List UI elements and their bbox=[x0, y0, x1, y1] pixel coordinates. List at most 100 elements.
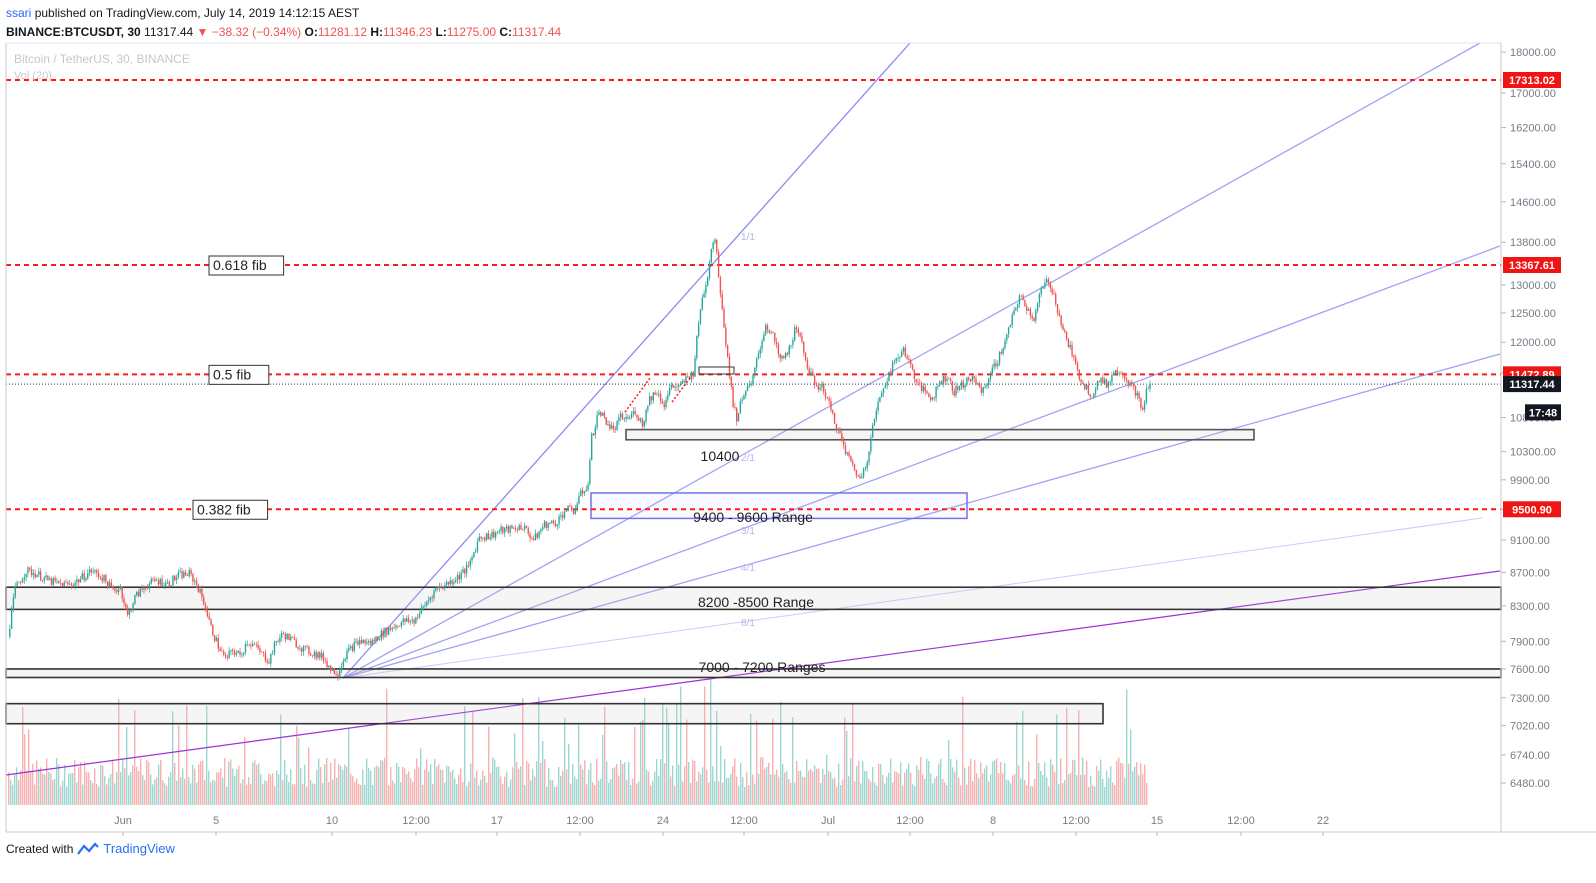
volume-bar bbox=[648, 771, 650, 805]
candle-body bbox=[1094, 389, 1097, 394]
volume-bar bbox=[1124, 778, 1126, 805]
volume-bar bbox=[1090, 775, 1092, 805]
candle-body bbox=[32, 573, 35, 576]
time-axis[interactable]: Jun 5 10 12:00 17 12:00 24 12:00 Jul 12:00 8 12:00 1… bbox=[114, 815, 1329, 836]
volume-bar bbox=[412, 781, 414, 805]
volume-bar bbox=[846, 731, 848, 805]
volume-bar bbox=[962, 696, 964, 805]
candle-body bbox=[1062, 325, 1064, 330]
candle-body bbox=[605, 417, 607, 425]
volume-bar bbox=[606, 761, 608, 805]
volume-bar bbox=[188, 776, 190, 805]
volume-bar bbox=[1034, 779, 1036, 805]
volume-bar bbox=[466, 785, 468, 805]
candle-body bbox=[875, 410, 877, 419]
candle-body bbox=[759, 349, 761, 354]
y-tick-label: 7300.00 bbox=[1510, 693, 1550, 705]
candle-body bbox=[406, 618, 408, 622]
volume-bar bbox=[1024, 779, 1026, 805]
candle-body bbox=[199, 588, 201, 593]
candle-body bbox=[141, 588, 143, 590]
x-tick-label: 15 bbox=[1151, 815, 1163, 827]
x-tick-label: 12:00 bbox=[1062, 815, 1090, 827]
volume-bar bbox=[856, 766, 858, 805]
candle-body bbox=[337, 675, 339, 677]
candle-body bbox=[52, 578, 55, 585]
volume-bar bbox=[60, 786, 62, 805]
volume-bar bbox=[258, 763, 260, 805]
volume-bar bbox=[1068, 774, 1070, 805]
candle-body bbox=[607, 424, 609, 425]
volume-bar bbox=[720, 745, 722, 805]
price-series bbox=[9, 237, 1151, 682]
candle-body bbox=[1145, 389, 1148, 403]
candle-body bbox=[768, 329, 771, 334]
candle-body bbox=[525, 525, 528, 529]
candle-body bbox=[101, 577, 103, 581]
volume-bar bbox=[364, 784, 366, 805]
volume-bar bbox=[838, 763, 840, 805]
candle-body bbox=[311, 655, 314, 656]
candle-body bbox=[444, 584, 446, 589]
volume-bar bbox=[128, 775, 130, 805]
volume-bar bbox=[784, 772, 786, 805]
fib-label-box bbox=[208, 255, 285, 276]
volume-bar bbox=[1128, 763, 1130, 805]
candle-body bbox=[986, 384, 988, 387]
volume-bar bbox=[622, 764, 624, 805]
candle-body bbox=[255, 644, 258, 646]
candle-body bbox=[621, 413, 624, 420]
candle-body bbox=[665, 399, 667, 408]
volume-bar bbox=[698, 771, 700, 805]
candle-body bbox=[183, 572, 185, 579]
volume-bar bbox=[906, 769, 908, 805]
candle-body bbox=[494, 532, 497, 538]
volume-bar bbox=[86, 772, 88, 805]
candle-body bbox=[1142, 407, 1144, 410]
candle-body bbox=[815, 384, 818, 386]
candle-body bbox=[710, 249, 713, 263]
candle-body bbox=[609, 424, 611, 429]
volume-bar bbox=[600, 778, 602, 805]
volume-bar bbox=[340, 765, 342, 805]
candle-body bbox=[438, 586, 441, 589]
volume-bar bbox=[692, 759, 694, 805]
fan-line bbox=[342, 353, 1501, 679]
candle-body bbox=[968, 377, 970, 380]
candle-body bbox=[667, 394, 669, 400]
candle-body bbox=[1036, 303, 1039, 311]
volume-bar bbox=[826, 754, 828, 805]
candle-body bbox=[1047, 279, 1050, 283]
candle-body bbox=[485, 533, 488, 541]
candle-body bbox=[913, 369, 916, 380]
author-link[interactable]: ssari bbox=[6, 6, 32, 20]
candle-body bbox=[676, 386, 678, 388]
volume-bar bbox=[1006, 779, 1008, 805]
candle-body bbox=[219, 648, 221, 651]
candle-body bbox=[478, 536, 481, 542]
volume-bar bbox=[900, 762, 902, 805]
volume-bar bbox=[1144, 764, 1146, 805]
price-label: 11317.44 bbox=[1509, 379, 1555, 391]
candle-body bbox=[487, 533, 490, 540]
tradingview-logo-icon[interactable] bbox=[77, 841, 100, 856]
volume-bar bbox=[1108, 777, 1110, 805]
x-tick-label: 8 bbox=[990, 815, 996, 827]
candle-body bbox=[279, 637, 281, 642]
volume-bar bbox=[354, 782, 356, 805]
price-axis[interactable]: 18000.00 17000.00 16200.00 15400.00 14600.00… bbox=[1501, 47, 1561, 790]
candle-body bbox=[360, 640, 363, 644]
candle-body bbox=[97, 573, 100, 577]
tradingview-link[interactable]: TradingView bbox=[103, 841, 175, 856]
candle-body bbox=[549, 522, 551, 524]
candle-body bbox=[74, 582, 76, 586]
volume-bar bbox=[674, 785, 676, 805]
volume-bar bbox=[338, 764, 340, 805]
candle-body bbox=[687, 376, 689, 377]
candle-body bbox=[728, 356, 731, 377]
volume-bar bbox=[936, 775, 938, 805]
candle-body bbox=[1125, 378, 1128, 381]
candle-body bbox=[453, 582, 455, 584]
volume-bar bbox=[572, 763, 574, 805]
